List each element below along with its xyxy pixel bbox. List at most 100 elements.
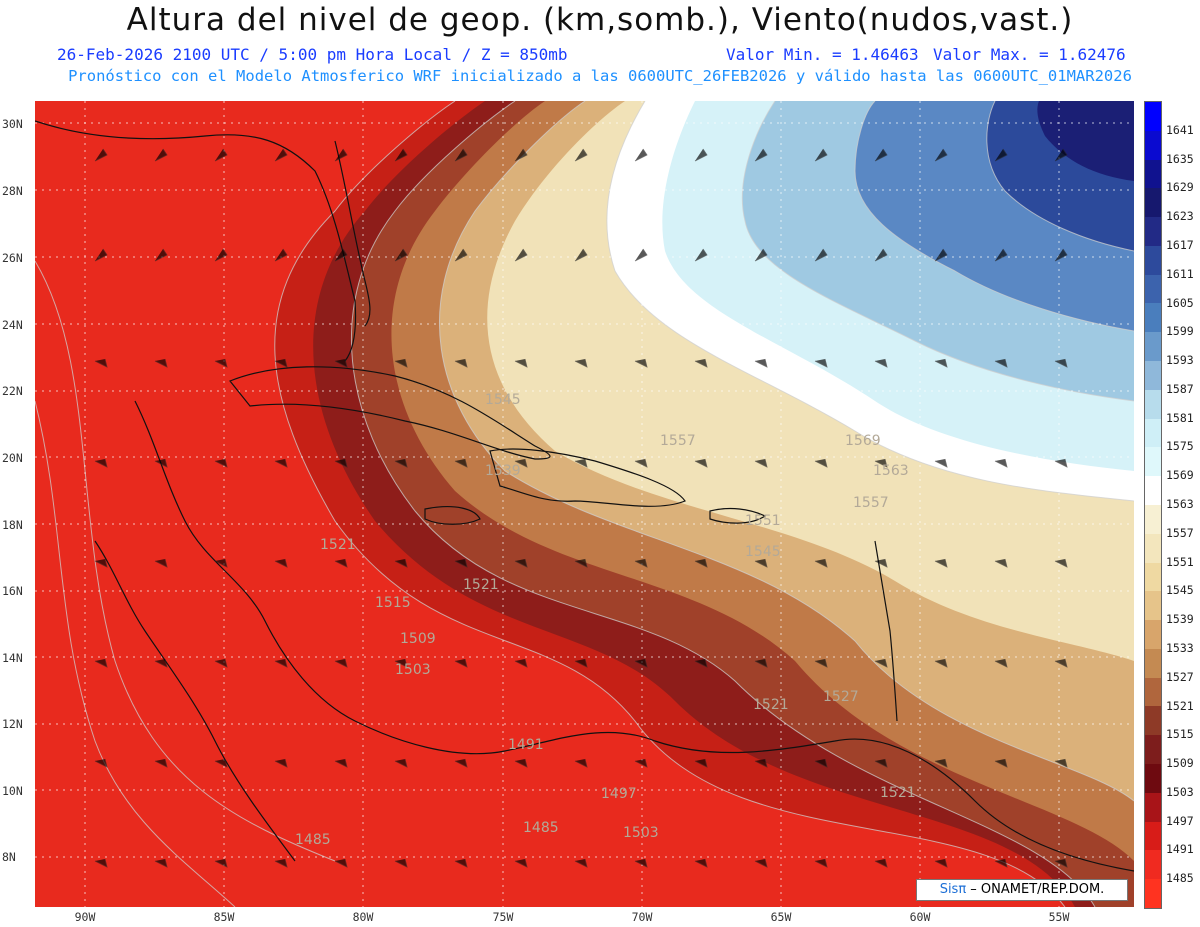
colorbar-swatch xyxy=(1145,361,1161,390)
colorbar-label: 1623 xyxy=(1166,209,1194,224)
weather-map: 1545 1557 1569 1563 1539 1557 1551 1545 … xyxy=(35,101,1134,907)
colorbar-label: 1581 xyxy=(1166,410,1194,425)
contour-label: 1503 xyxy=(623,825,659,841)
lon-label: 85W xyxy=(213,910,235,924)
lat-label: 24N xyxy=(2,318,23,332)
colorbar-label: 1569 xyxy=(1166,468,1194,483)
colorbar-swatch xyxy=(1145,102,1161,131)
lesser-antilles xyxy=(874,540,898,722)
colorbar-label: 1485 xyxy=(1166,871,1194,886)
cuba-coast xyxy=(229,366,551,460)
contour-label: 1521 xyxy=(463,577,499,593)
forecast-info-line: Pronóstico con el Modelo Atmosferico WRF… xyxy=(68,67,1132,85)
contour-label: 1491 xyxy=(508,737,544,753)
colorbar-swatch xyxy=(1145,303,1161,333)
colorbar-label: 1539 xyxy=(1166,612,1194,627)
colorbar-label: 1521 xyxy=(1166,698,1194,713)
colorbar-label: 1515 xyxy=(1166,727,1194,742)
colorbar-label: 1557 xyxy=(1166,525,1194,540)
lon-label: 55W xyxy=(1048,910,1070,924)
credit-box: Sisπ – ONAMET/REP.DOM. xyxy=(916,879,1128,901)
colorbar-label: 1497 xyxy=(1166,813,1194,828)
lon-label: 65W xyxy=(770,910,792,924)
date-time-text: 26-Feb-2026 2100 UTC / 5:00 pm Hora Loca… xyxy=(57,45,568,64)
contour-label: 1539 xyxy=(485,463,521,479)
lat-label: 16N xyxy=(2,584,23,598)
colorbar-label: 1641 xyxy=(1166,122,1194,137)
wind-barbs xyxy=(94,148,1068,868)
colorbar-label: 1503 xyxy=(1166,784,1194,799)
max-value-text: Valor Max. = 1.62476 xyxy=(933,45,1126,64)
colorbar-swatch xyxy=(1145,418,1161,448)
colorbar-swatch xyxy=(1145,504,1161,534)
lat-label: 10N xyxy=(2,784,23,798)
florida-coast xyxy=(334,140,371,327)
colorbar-label: 1575 xyxy=(1166,439,1194,454)
lon-label: 80W xyxy=(352,910,374,924)
date-time-line: 26-Feb-2026 2100 UTC / 5:00 pm Hora Loca… xyxy=(0,45,1200,65)
lon-label: 60W xyxy=(909,910,931,924)
contour-label: 1509 xyxy=(400,631,436,647)
hispaniola-coast xyxy=(489,448,686,507)
colorbar xyxy=(1144,101,1162,909)
lon-label: 90W xyxy=(74,910,96,924)
contour-label: 1521 xyxy=(320,537,356,553)
lon-label: 70W xyxy=(631,910,653,924)
coastlines xyxy=(35,120,1134,872)
contour-label: 1497 xyxy=(601,786,637,802)
contour-label: 1569 xyxy=(845,433,881,449)
contour-label: 1563 xyxy=(873,463,909,479)
colorbar-label: 1629 xyxy=(1166,180,1194,195)
contour-label: 1527 xyxy=(823,689,859,705)
min-value-text: Valor Min. = 1.46463 xyxy=(726,45,919,64)
contour-label: 1551 xyxy=(745,513,781,529)
colorbar-swatch xyxy=(1145,533,1161,563)
colorbar-label: 1611 xyxy=(1166,266,1194,281)
jamaica-coast xyxy=(424,506,481,525)
colorbar-swatch xyxy=(1145,274,1161,304)
puerto-rico-coast xyxy=(709,507,767,524)
yucatan-coast xyxy=(94,540,296,862)
colorbar-label: 1617 xyxy=(1166,237,1194,252)
colorbar-swatch xyxy=(1145,217,1161,246)
colorbar-swatch xyxy=(1145,706,1161,736)
contour-label: 1521 xyxy=(880,785,916,801)
contour-label: 1545 xyxy=(485,392,521,408)
colorbar-swatch xyxy=(1145,879,1161,908)
contour-label: 1485 xyxy=(295,832,331,848)
contour-value-labels: 1545 1557 1569 1563 1539 1557 1551 1545 … xyxy=(295,392,916,848)
colorbar-swatch xyxy=(1145,159,1161,189)
colorbar-label: 1491 xyxy=(1166,842,1194,857)
lat-label: 12N xyxy=(2,717,23,731)
us-gulf-coast xyxy=(35,120,357,362)
lat-label: 8N xyxy=(2,850,16,864)
contour-label: 1515 xyxy=(375,595,411,611)
contour-label: 1521 xyxy=(753,697,789,713)
contour-label: 1545 xyxy=(745,544,781,560)
colorbar-swatch xyxy=(1145,130,1161,160)
lat-label: 18N xyxy=(2,518,23,532)
colorbar-label: 1599 xyxy=(1166,324,1194,339)
colorbar-swatch xyxy=(1145,389,1161,419)
contour-label: 1557 xyxy=(660,433,696,449)
colorbar-label: 1635 xyxy=(1166,151,1194,166)
lat-label: 30N xyxy=(2,117,23,131)
colorbar-swatch xyxy=(1145,648,1161,678)
colorbar-swatch xyxy=(1145,476,1161,505)
colorbar-label: 1563 xyxy=(1166,497,1194,511)
colorbar-label: 1545 xyxy=(1166,583,1194,598)
lon-label: 75W xyxy=(492,910,514,924)
colorbar-label: 1533 xyxy=(1166,640,1194,655)
colorbar-swatch xyxy=(1145,245,1161,275)
colorbar-label: 1587 xyxy=(1166,381,1194,396)
geopotential-wind-map: 1545 1557 1569 1563 1539 1557 1551 1545 … xyxy=(35,101,1134,907)
colorbar-swatch xyxy=(1145,763,1161,793)
lat-label: 20N xyxy=(2,451,23,465)
colorbar-swatch xyxy=(1145,447,1161,477)
colorbar-swatch xyxy=(1145,562,1161,592)
lat-label: 26N xyxy=(2,251,23,265)
contour-label: 1557 xyxy=(853,495,889,511)
colorbar-swatch xyxy=(1145,821,1161,851)
central-south-america-coast xyxy=(134,400,1134,872)
band-1629 xyxy=(1037,101,1134,181)
